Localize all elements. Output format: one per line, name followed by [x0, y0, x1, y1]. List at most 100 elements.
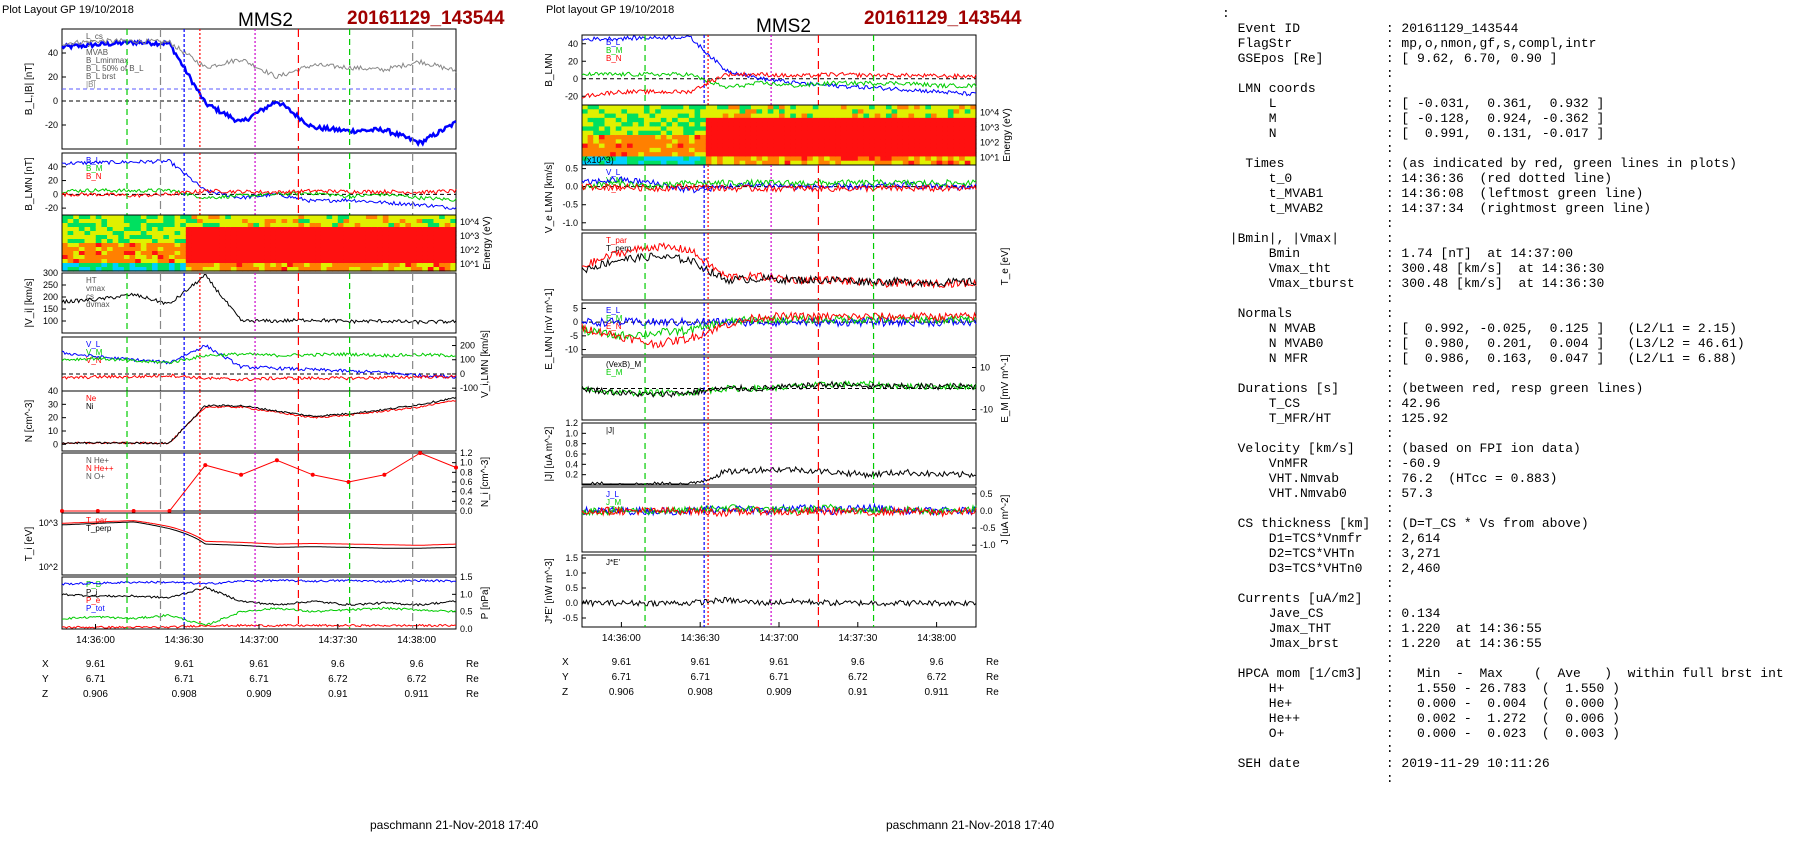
heatmap-cell	[180, 219, 187, 224]
legend-entry: E_M	[606, 314, 623, 323]
heatmap-cell	[970, 156, 977, 162]
heatmap-cell	[970, 109, 977, 115]
heatmap-cell	[360, 251, 367, 256]
heatmap-cell	[157, 267, 164, 272]
heatmap-cell	[349, 227, 356, 232]
heatmap-cell	[298, 223, 305, 228]
heatmap-cell	[394, 243, 401, 248]
heatmap-cell	[157, 243, 164, 248]
heatmap-cell	[694, 152, 701, 158]
heatmap-cell	[298, 247, 305, 252]
heatmap-cell	[824, 152, 831, 158]
heatmap-cell	[705, 130, 713, 136]
heatmap-cell	[857, 156, 865, 162]
y-tick-label: -1.0	[980, 540, 996, 550]
heatmap-cell	[388, 231, 395, 236]
heatmap-cell	[874, 109, 881, 115]
heatmap-cell	[304, 267, 311, 272]
heatmap-cell	[621, 160, 628, 166]
heatmap-cell	[722, 135, 729, 140]
heatmap-cell	[621, 105, 628, 110]
heatmap-cell	[78, 263, 86, 268]
series-line-J-M	[581, 503, 977, 517]
heatmap-cell	[773, 109, 780, 115]
heatmap-cell	[728, 117, 735, 123]
heatmap-cell	[835, 156, 842, 162]
heatmap-cell	[672, 122, 679, 128]
heatmap-cell	[885, 122, 893, 128]
heatmap-cell	[970, 105, 977, 110]
heatmap-cell	[638, 160, 645, 166]
heatmap-cell	[643, 113, 651, 119]
heatmap-cell	[405, 231, 412, 236]
heatmap-cell	[902, 139, 910, 145]
heatmap-cell	[947, 105, 955, 110]
heatmap-cell	[812, 130, 819, 136]
heatmap-cell	[610, 135, 617, 140]
summary-line: Durations [s] : (between red, resp green…	[1222, 381, 1644, 396]
heatmap-cell	[236, 227, 243, 232]
heatmap-cell	[835, 152, 842, 158]
heatmap-cell	[700, 109, 707, 115]
heatmap-cell	[936, 139, 943, 145]
heatmap-cell	[197, 243, 204, 248]
heatmap-cell	[140, 243, 148, 248]
heatmap-cell	[902, 130, 910, 136]
heatmap-cell	[84, 243, 91, 248]
heatmap-cell	[885, 160, 893, 166]
heatmap-cell	[180, 223, 187, 228]
heatmap-cell	[67, 251, 74, 256]
heatmap-cell	[762, 152, 769, 158]
x-tick-label: 14:37:00	[240, 635, 279, 646]
legend-entry: J*E'	[606, 558, 620, 567]
heatmap-cell	[174, 255, 181, 260]
heatmap-cell	[259, 251, 266, 256]
heatmap-cell	[439, 247, 446, 252]
heatmap-cell	[219, 267, 226, 272]
heatmap-cell	[643, 135, 651, 140]
heatmap-cell	[863, 113, 870, 119]
heatmap-cell	[829, 143, 836, 149]
heatmap-cell	[129, 263, 136, 268]
heatmap-cell	[439, 259, 446, 264]
series-line-N-He-	[62, 452, 457, 512]
heatmap-cell	[230, 267, 238, 272]
heatmap-cell	[365, 255, 373, 260]
heatmap-cell	[829, 160, 836, 166]
coord-value: 0.909	[766, 687, 791, 698]
heatmap-cell	[422, 247, 429, 252]
heatmap-cell	[360, 215, 367, 220]
heatmap-cell	[270, 223, 277, 228]
heatmap-cell	[874, 147, 881, 153]
heatmap-cell	[677, 130, 684, 136]
y-tick-label: 40	[48, 386, 58, 396]
heatmap-cell	[936, 160, 943, 166]
heatmap-cell	[672, 126, 679, 132]
heatmap-cell	[666, 122, 673, 128]
heatmap-cell	[593, 160, 600, 166]
heatmap-cell	[146, 235, 153, 240]
heatmap-cell	[152, 219, 159, 224]
heatmap-cell	[140, 263, 148, 268]
legend-entry: V_M	[86, 348, 103, 357]
summary-line: D3=TCS*VHTn0 : 2,460	[1222, 561, 1441, 576]
heatmap-cell	[885, 126, 893, 132]
heatmap-cell	[638, 113, 645, 119]
heatmap-cell	[275, 263, 283, 268]
heatmap-cell	[129, 219, 136, 224]
heatmap-cell	[365, 263, 373, 268]
heatmap-cell	[219, 235, 226, 240]
heatmap-cell	[604, 126, 611, 132]
heatmap-cell	[632, 139, 639, 145]
heatmap-cell	[416, 239, 423, 244]
series-line-Ni	[61, 396, 457, 445]
y-axis-label: E_LMN [mV m^-1]	[544, 288, 555, 370]
heatmap-cell	[253, 259, 260, 264]
heatmap-cell	[897, 147, 904, 153]
heatmap-cell	[643, 143, 651, 149]
heatmap-cell	[242, 231, 249, 236]
heatmap-cell	[970, 130, 977, 136]
heatmap-cell	[582, 105, 589, 110]
heatmap-cell	[936, 130, 943, 136]
heatmap-cell	[812, 152, 819, 158]
